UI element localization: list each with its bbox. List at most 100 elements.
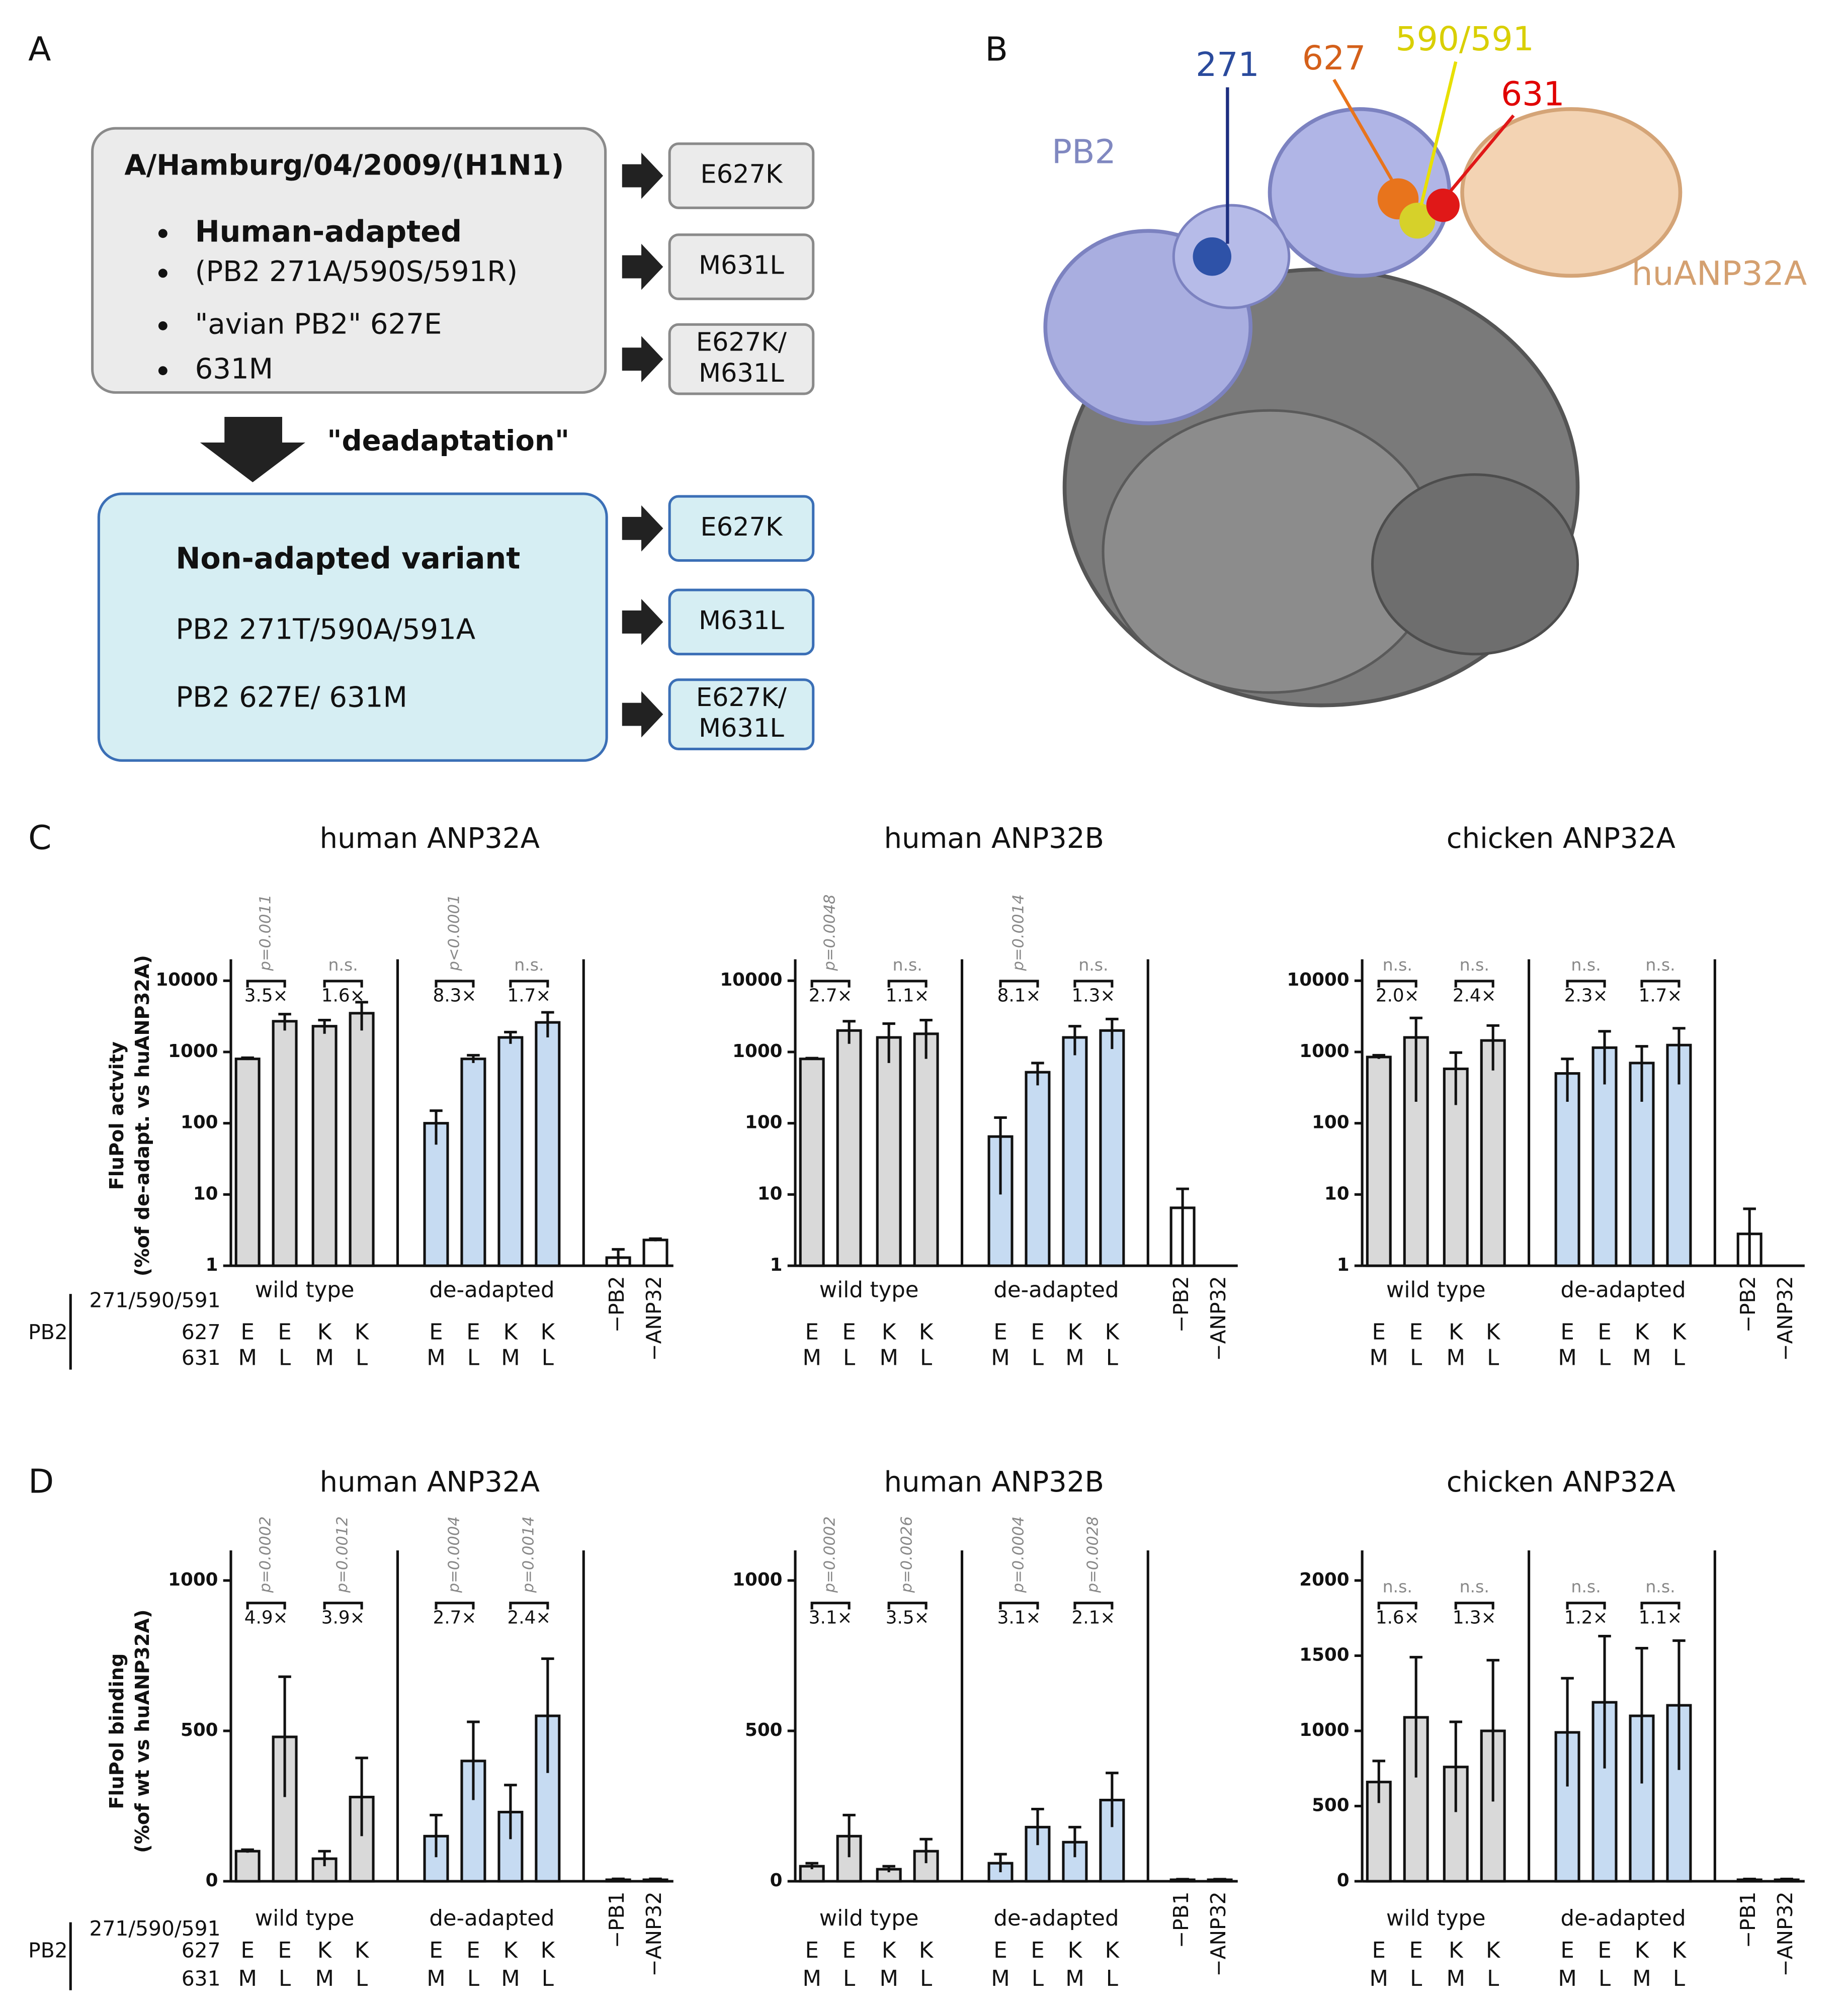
bar xyxy=(1591,1701,1618,1883)
x-tick-label: E xyxy=(466,1320,480,1345)
residue-label: 590/591 xyxy=(1395,19,1534,58)
y-axis-label: (%of wt vs huANP32A) xyxy=(131,1609,154,1853)
x-tick-label: L xyxy=(1487,1966,1499,1991)
x-tick-label: L xyxy=(467,1966,479,1991)
x-tick-label: M xyxy=(238,1966,257,1991)
y-tick-label: 10 xyxy=(193,1183,218,1204)
bar xyxy=(876,1036,902,1267)
x-tick-label: L xyxy=(1487,1346,1499,1371)
x-tick-label: L xyxy=(1673,1966,1685,1991)
x-tick-label: M xyxy=(1632,1346,1651,1371)
fold-change: 1.7× xyxy=(508,986,551,1006)
bar xyxy=(642,1239,668,1267)
bar xyxy=(1480,1039,1506,1267)
arrow-label: "deadaptation" xyxy=(327,425,569,458)
x-tick-label: M xyxy=(1558,1966,1576,1991)
bar xyxy=(497,1036,524,1267)
x-tick-label: −PB1 xyxy=(605,1891,629,1948)
bar xyxy=(1366,1056,1392,1267)
x-tick-label: K xyxy=(317,1320,332,1345)
group-label: de-adapted xyxy=(993,1906,1119,1931)
bar xyxy=(234,1850,261,1883)
mutant-box xyxy=(668,495,815,562)
pointer xyxy=(1419,61,1458,206)
x-tick-label: E xyxy=(240,1938,254,1963)
chart-title: human ANP32A xyxy=(320,1466,540,1499)
x-tick-label: M xyxy=(1447,1346,1465,1371)
x-tick-label: K xyxy=(919,1320,934,1345)
comparison-bracket xyxy=(1640,1602,1681,1610)
row-label: 271/590/591 xyxy=(89,1288,220,1312)
x-tick-label: M xyxy=(315,1966,333,1991)
bar xyxy=(1062,1840,1088,1883)
x-tick-label: K xyxy=(1449,1938,1464,1963)
chart-title: chicken ANP32A xyxy=(1447,822,1675,855)
comparison-bracket xyxy=(810,1602,851,1610)
core-domain xyxy=(1371,473,1579,656)
p-value: n.s. xyxy=(1078,955,1108,975)
p-value: p=0.0002 xyxy=(257,1516,275,1593)
x-tick-label: L xyxy=(1410,1346,1422,1371)
x-tick-label: E xyxy=(429,1938,443,1963)
x-tick-label: E xyxy=(1372,1938,1386,1963)
group-label: wild type xyxy=(255,1278,355,1303)
x-tick-label: E xyxy=(993,1320,1007,1345)
x-tick-label: K xyxy=(1635,1938,1650,1963)
x-tick-label: −PB2 xyxy=(605,1276,629,1333)
domain-label: huANP32A xyxy=(1632,254,1807,293)
bullet xyxy=(158,229,167,238)
bar xyxy=(836,1029,862,1267)
y-tick-label: 100 xyxy=(1312,1112,1350,1133)
mutant-label: M631L xyxy=(699,714,784,743)
y-tick-label: 1 xyxy=(770,1255,783,1275)
right-arrow xyxy=(622,336,663,383)
chart-title: human ANP32A xyxy=(320,822,540,855)
p-value: n.s. xyxy=(328,955,358,975)
row-label: 631 xyxy=(182,1346,221,1370)
y-tick-label: 1 xyxy=(206,1255,218,1275)
y-axis-label: FluPol binding xyxy=(106,1653,128,1809)
group-label: wild type xyxy=(819,1278,919,1303)
x-tick-label: K xyxy=(541,1320,556,1345)
top-box xyxy=(91,127,607,394)
x-tick-label: E xyxy=(466,1938,480,1963)
mutant-box xyxy=(668,678,815,750)
x-tick-label: K xyxy=(1105,1320,1120,1345)
row-label: 627 xyxy=(182,1938,221,1962)
domain-label: PB2 xyxy=(1052,132,1116,171)
fold-change: 1.2× xyxy=(1564,1607,1608,1628)
comparison-bracket xyxy=(1073,1602,1114,1610)
y-tick-label: 10000 xyxy=(720,970,782,990)
comparison-bracket xyxy=(435,980,475,988)
pb2-domain xyxy=(1268,107,1452,278)
x-tick-label: L xyxy=(1106,1966,1118,1991)
x-tick-label: K xyxy=(355,1938,370,1963)
x-tick-label: E xyxy=(1031,1320,1044,1345)
x-tick-label: −PB1 xyxy=(1169,1891,1193,1948)
mutant-box xyxy=(668,323,815,395)
residue-sphere xyxy=(1426,189,1460,222)
x-tick-label: M xyxy=(1370,1966,1388,1991)
bullet-text: 631M xyxy=(195,353,273,386)
x-tick-label: M xyxy=(501,1966,520,1991)
x-tick-label: K xyxy=(919,1938,934,1963)
box-title: A/Hamburg/04/2009/(H1N1) xyxy=(124,149,564,182)
y-tick-label: 1000 xyxy=(1299,1720,1349,1740)
fold-change: 2.7× xyxy=(809,986,853,1006)
bar xyxy=(1025,1071,1051,1267)
x-tick-label: E xyxy=(1598,1938,1611,1963)
x-tick-label: K xyxy=(1105,1938,1120,1963)
bullet xyxy=(158,321,167,330)
p-value: p=0.0004 xyxy=(1010,1516,1027,1593)
p-value: p=0.0012 xyxy=(334,1516,352,1593)
row-label: 271/590/591 xyxy=(89,1916,220,1941)
x-tick-label: L xyxy=(843,1346,855,1371)
p-value: p=0.0026 xyxy=(898,1516,916,1593)
x-tick-label: M xyxy=(991,1346,1010,1371)
x-tick-label: E xyxy=(805,1320,818,1345)
x-tick-label: −PB2 xyxy=(1169,1276,1193,1333)
x-tick-label: M xyxy=(1065,1966,1084,1991)
x-tick-label: L xyxy=(1673,1346,1685,1371)
x-tick-label: L xyxy=(920,1966,932,1991)
bar xyxy=(799,1058,825,1267)
